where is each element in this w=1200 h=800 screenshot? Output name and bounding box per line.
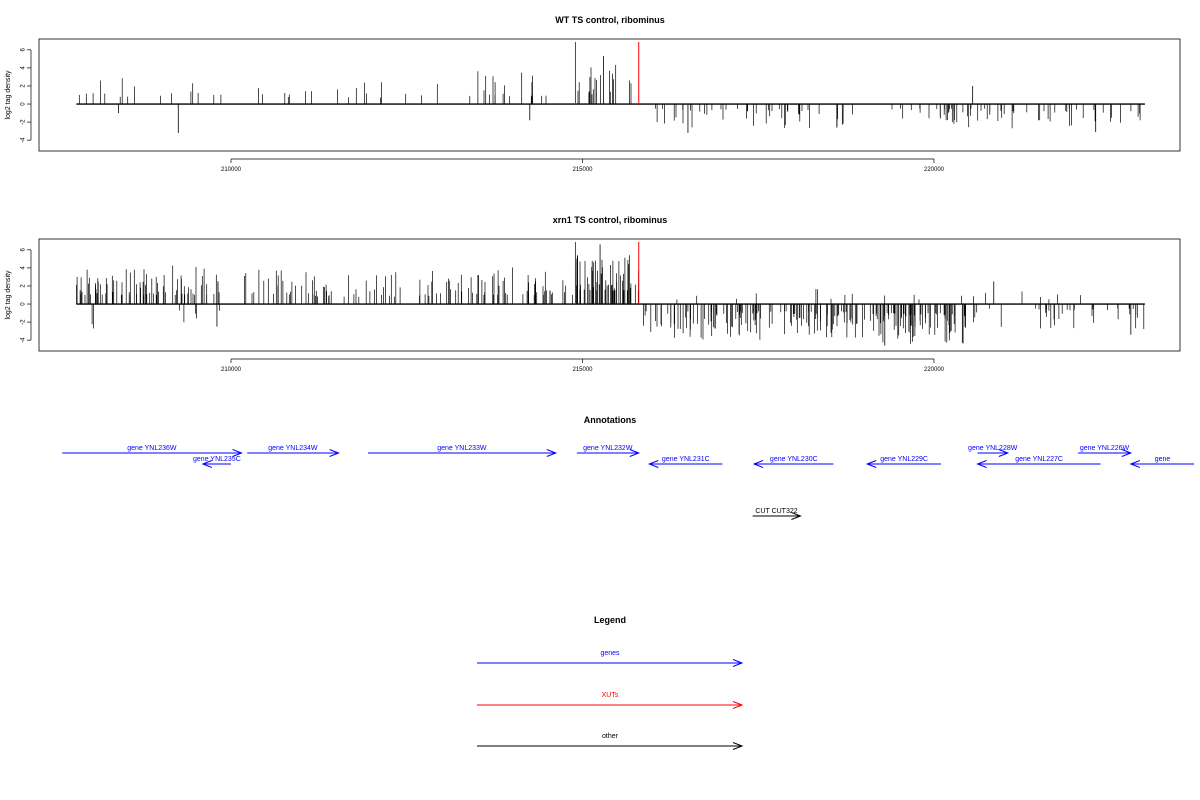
wt-x-tick-label: 215000 bbox=[572, 167, 593, 173]
feature-label: gene YNL231C bbox=[662, 456, 710, 463]
xrn1-x-tick-label: 210000 bbox=[221, 367, 242, 373]
wt-y-tick-label: -2 bbox=[21, 119, 27, 125]
wt-y-axis-label: log2 tag density bbox=[5, 70, 12, 120]
feature-arrow-head bbox=[232, 449, 243, 457]
feature-label: gene YNL227C bbox=[1015, 456, 1063, 463]
xrn1-density-panel: xrn1 TS control, ribominus log2 tag dens… bbox=[5, 215, 1181, 373]
feature-arrow-head bbox=[791, 512, 802, 520]
legend-label-xut: XUTs bbox=[602, 692, 619, 699]
xrn1-panel-title: xrn1 TS control, ribominus bbox=[553, 215, 668, 225]
feature-label: gene YNL226W bbox=[1080, 445, 1130, 452]
feature-arrow-head bbox=[546, 449, 558, 457]
feature-arrow-head bbox=[647, 460, 659, 468]
wt-y-tick-label: 6 bbox=[21, 48, 27, 52]
feature-label: gene YNL236W bbox=[127, 445, 177, 452]
feature-arrow-head bbox=[1129, 460, 1141, 468]
feature-label: gene YNL230C bbox=[770, 456, 818, 463]
xrn1-y-tick-label: -4 bbox=[21, 337, 27, 343]
feature-arrow-head bbox=[976, 460, 987, 468]
wt-axes: -4 -2 0 2 4 6 210000 215000 220000 bbox=[21, 42, 1145, 173]
xrn1-axes: -4 -2 0 2 4 6 210000 215000 220000 bbox=[21, 242, 1145, 373]
feature-arrow-head bbox=[865, 460, 877, 468]
xrn1-y-tick-label: 0 bbox=[21, 302, 27, 306]
feature-label: gene YNL229C bbox=[880, 456, 928, 463]
wt-y-tick-label: -4 bbox=[21, 137, 27, 143]
annotations-title: Annotations bbox=[584, 415, 637, 425]
feature-label: CUT CUT322 bbox=[755, 508, 797, 515]
wt-panel-title: WT TS control, ribominus bbox=[555, 15, 665, 25]
feature-arrow-head bbox=[201, 460, 213, 468]
feature-arrow-head bbox=[329, 449, 340, 457]
legend-title: Legend bbox=[594, 615, 626, 625]
xrn1-bars bbox=[76, 244, 1145, 346]
legend-arrow-other-head bbox=[732, 742, 744, 750]
feature-label: gene YNL228W bbox=[968, 445, 1018, 452]
xrn1-y-tick-label: -2 bbox=[21, 319, 27, 325]
xrn1-x-tick-label: 215000 bbox=[572, 367, 593, 373]
wt-x-tick-label: 210000 bbox=[221, 167, 242, 173]
legend-items: genes XUTs other bbox=[477, 650, 744, 750]
legend: Legend genes XUTs other bbox=[477, 615, 744, 750]
feature-arrow-head bbox=[752, 460, 764, 468]
xrn1-x-tick-label: 220000 bbox=[924, 367, 945, 373]
feature-label: gene bbox=[1155, 456, 1171, 463]
xrn1-y-axis-label: log2 tag density bbox=[5, 270, 12, 320]
annotation-features: gene YNL236W gene YNL235C gene YNL234W gene… bbox=[62, 445, 1195, 520]
wt-x-tick-label: 220000 bbox=[924, 167, 945, 173]
feature-label: gene YNL233W bbox=[437, 445, 487, 452]
feature-label: gene YNL232W bbox=[583, 445, 633, 452]
xrn1-y-tick-label: 2 bbox=[21, 284, 27, 288]
wt-plot-frame bbox=[38, 38, 1181, 152]
feature-arrow-head bbox=[1121, 449, 1133, 457]
xrn1-y-tick-label: 6 bbox=[21, 248, 27, 252]
wt-y-tick-label: 0 bbox=[21, 102, 27, 106]
xrn1-plot-frame bbox=[38, 238, 1181, 352]
feature-arrow-head bbox=[629, 449, 641, 457]
feature-arrow-head bbox=[998, 449, 1010, 457]
wt-density-panel: WT TS control, ribominus log2 tag densit… bbox=[5, 15, 1181, 173]
legend-arrow-xut-head bbox=[732, 701, 744, 709]
legend-arrow-gene-head bbox=[732, 659, 744, 667]
wt-y-tick-label: 4 bbox=[21, 66, 27, 70]
wt-bars bbox=[78, 56, 1141, 133]
feature-label: gene YNL235C bbox=[193, 456, 241, 463]
legend-label-other: other bbox=[602, 733, 619, 740]
feature-label: gene YNL234W bbox=[268, 445, 318, 452]
xrn1-y-tick-label: 4 bbox=[21, 266, 27, 270]
wt-y-tick-label: 2 bbox=[21, 84, 27, 88]
legend-label-gene: genes bbox=[600, 650, 620, 657]
